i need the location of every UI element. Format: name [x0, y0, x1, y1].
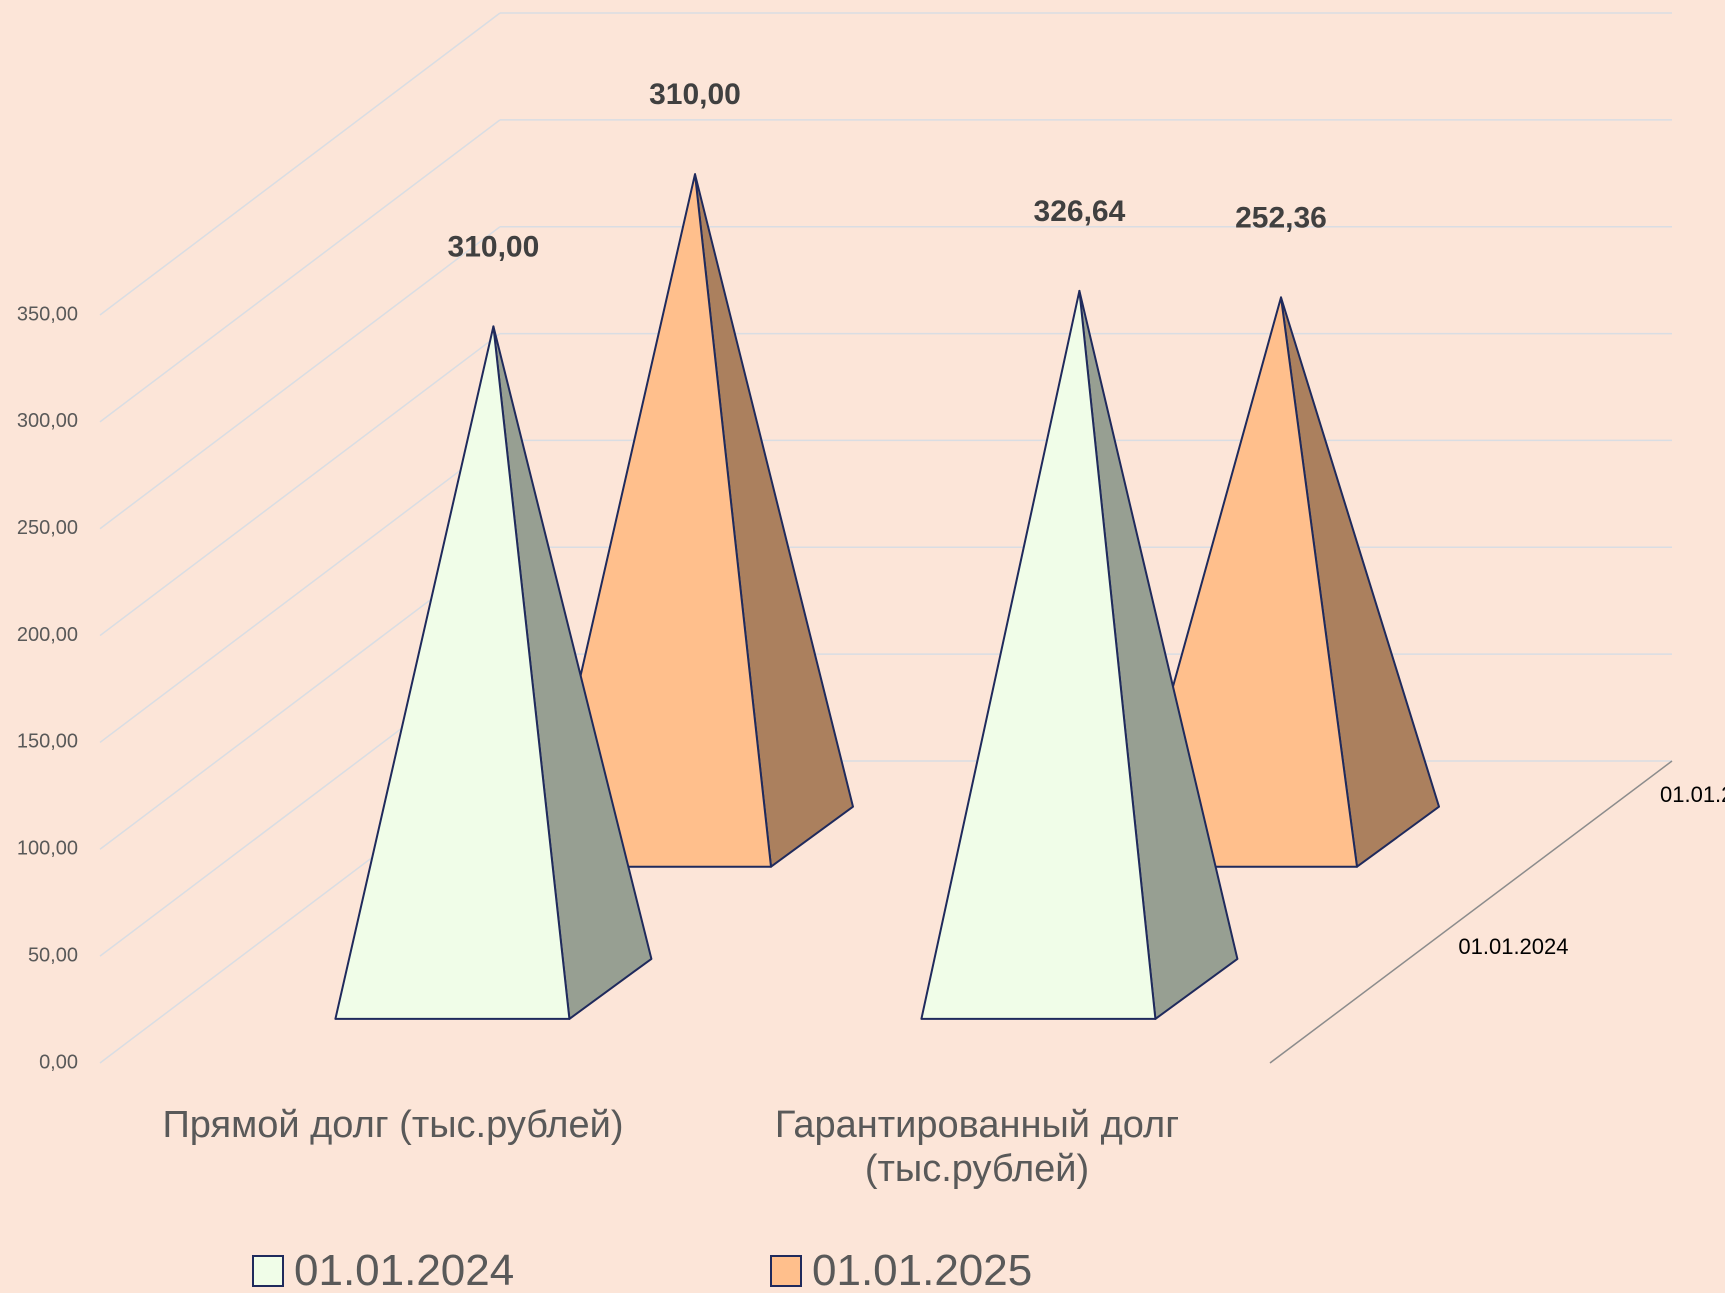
- pyramid-front: [920, 289, 1157, 1020]
- depth-tick-label: 01.01.2025: [1660, 782, 1725, 807]
- grid-line: [99, 226, 501, 530]
- x-tick-label: Прямой долг (тыс.рублей): [162, 1104, 624, 1146]
- legend-label: 01.01.2025: [812, 1246, 1033, 1293]
- y-tick-label: 350,00: [17, 303, 78, 325]
- depth-tick-label: 01.01.2024: [1458, 934, 1568, 959]
- y-tick-label: 200,00: [17, 624, 78, 646]
- grid-line: [99, 332, 501, 637]
- legend-item: 01.01.2024: [252, 1246, 514, 1293]
- y-tick-label: 50,00: [28, 944, 78, 966]
- pyramid-front: [334, 325, 571, 1020]
- y-tick-label: 0,00: [39, 1051, 78, 1073]
- x-tick-label: Гарантированный долг (тыс.рублей): [774, 1104, 1180, 1190]
- value-label: 326,64: [1034, 195, 1126, 228]
- y-tick-label: 100,00: [17, 838, 78, 860]
- legend-label: 01.01.2024: [294, 1246, 515, 1293]
- grid-line: [99, 119, 501, 423]
- legend-swatch: [770, 1255, 802, 1287]
- value-label: 310,00: [448, 230, 540, 263]
- y-tick-label: 300,00: [17, 410, 78, 432]
- y-tick-label: 250,00: [17, 517, 78, 539]
- depth-axis: [1269, 760, 1673, 1064]
- legend-swatch: [252, 1255, 284, 1287]
- value-label: 310,00: [649, 78, 741, 111]
- pyramid-front: [536, 173, 772, 868]
- legend-item: 01.01.2025: [770, 1246, 1032, 1293]
- grid-line: [99, 12, 501, 316]
- grid-line: [99, 439, 501, 744]
- value-label: 252,36: [1235, 201, 1327, 234]
- y-tick-label: 150,00: [17, 731, 78, 753]
